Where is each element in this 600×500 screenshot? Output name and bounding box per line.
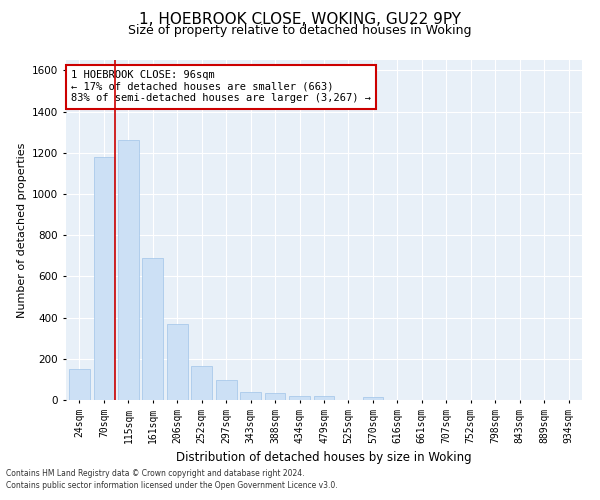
Bar <box>216 380 236 400</box>
Text: 1, HOEBROOK CLOSE, WOKING, GU22 9PY: 1, HOEBROOK CLOSE, WOKING, GU22 9PY <box>139 12 461 28</box>
Bar <box>69 369 90 400</box>
Bar <box>265 393 286 400</box>
Text: 1 HOEBROOK CLOSE: 96sqm
← 17% of detached houses are smaller (663)
83% of semi-d: 1 HOEBROOK CLOSE: 96sqm ← 17% of detache… <box>71 70 371 103</box>
Text: Contains public sector information licensed under the Open Government Licence v3: Contains public sector information licen… <box>6 481 338 490</box>
Text: Contains HM Land Registry data © Crown copyright and database right 2024.: Contains HM Land Registry data © Crown c… <box>6 468 305 477</box>
Y-axis label: Number of detached properties: Number of detached properties <box>17 142 26 318</box>
Bar <box>118 140 139 400</box>
Bar <box>289 396 310 400</box>
Bar <box>191 366 212 400</box>
Bar <box>142 258 163 400</box>
Bar <box>240 392 261 400</box>
Text: Size of property relative to detached houses in Woking: Size of property relative to detached ho… <box>128 24 472 37</box>
Bar <box>94 157 114 400</box>
X-axis label: Distribution of detached houses by size in Woking: Distribution of detached houses by size … <box>176 451 472 464</box>
Bar <box>314 396 334 400</box>
Bar <box>362 397 383 400</box>
Bar <box>167 324 188 400</box>
